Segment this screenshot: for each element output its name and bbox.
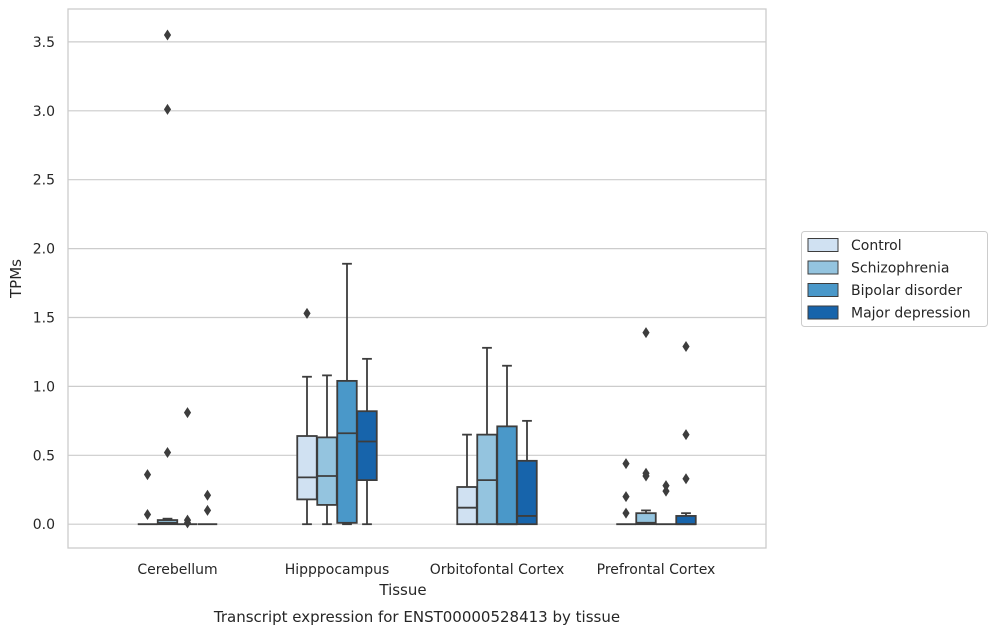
outlier-point — [622, 458, 630, 470]
box-major-depression — [516, 419, 538, 526]
box-major-depression — [197, 489, 218, 526]
outlier-point — [203, 489, 212, 501]
legend-swatch — [807, 260, 839, 275]
box-iqr — [336, 379, 358, 524]
legend: Control Schizophrenia Bipolar disorder Majo… — [801, 231, 988, 327]
box-iqr — [456, 486, 478, 526]
box-bipolar-disorder — [336, 262, 358, 526]
box-schizophrenia — [316, 374, 338, 526]
plot-boxes — [137, 29, 697, 529]
chart-caption: Transcript expression for ENST0000052841… — [213, 608, 620, 626]
x-axis-label: Tissue — [378, 581, 426, 599]
y-axis-label: TPMs — [7, 259, 25, 299]
outlier-point — [303, 307, 311, 319]
outlier-point — [163, 103, 172, 115]
y-tick-label: 1.0 — [33, 379, 55, 395]
gridlines — [68, 41, 766, 525]
legend-label: Bipolar disorder — [851, 283, 962, 299]
box-iqr — [356, 410, 378, 482]
y-tick-label: 0.0 — [33, 517, 55, 533]
legend-swatch — [807, 283, 839, 297]
outlier-point — [163, 29, 172, 41]
outlier-point — [143, 509, 152, 521]
legend-swatch — [807, 238, 839, 252]
y-tick-label: 2.0 — [33, 242, 55, 258]
box-control — [296, 307, 318, 526]
box-control — [456, 433, 478, 526]
outlier-point — [682, 473, 690, 485]
x-axis-ticks: Cerebellum Hipppocampus Orbitofontal Corte… — [137, 562, 715, 578]
outlier-point — [682, 340, 690, 352]
box-bipolar-disorder — [656, 480, 676, 526]
x-tick-label: Hipppocampus — [285, 562, 390, 578]
y-tick-label: 2.5 — [33, 173, 55, 189]
box-major-depression — [356, 357, 378, 526]
legend-label: Major depression — [851, 306, 971, 322]
y-tick-label: 0.5 — [33, 448, 55, 464]
legend-swatch — [807, 305, 839, 320]
y-tick-label: 3.0 — [33, 104, 55, 120]
y-tick-label: 3.5 — [33, 35, 55, 51]
outlier-point — [662, 480, 670, 492]
outlier-point — [203, 504, 212, 516]
box-control — [137, 469, 158, 526]
legend-item: Control — [807, 238, 902, 254]
y-tick-label: 1.5 — [33, 311, 55, 327]
outlier-point — [682, 429, 690, 441]
box-bipolar-disorder — [496, 364, 518, 526]
box-schizophrenia — [156, 29, 179, 526]
legend-item: Schizophrenia — [807, 260, 949, 277]
box-major-depression — [675, 340, 697, 526]
legend-label: Schizophrenia — [851, 261, 949, 277]
plot-frame — [67, 8, 767, 549]
box-iqr — [675, 515, 697, 526]
box-iqr — [296, 435, 318, 501]
outlier-point — [143, 469, 152, 481]
legend-label: Control — [851, 238, 902, 254]
legend-frame — [801, 231, 988, 327]
box-iqr — [516, 459, 538, 526]
outlier-point — [183, 407, 192, 419]
box-schizophrenia — [635, 327, 657, 526]
legend-item: Bipolar disorder — [807, 283, 962, 299]
outlier-point — [662, 485, 670, 497]
box-iqr — [316, 436, 338, 506]
box-control — [616, 458, 636, 526]
x-tick-label: Orbitofontal Cortex — [430, 562, 565, 578]
x-tick-label: Cerebellum — [137, 562, 217, 578]
outlier-point — [183, 517, 192, 529]
y-axis-ticks: 0.0 0.5 1.0 1.5 2.0 2.5 3.0 3.5 — [33, 35, 55, 533]
box-iqr — [635, 512, 657, 526]
box-bipolar-disorder — [177, 407, 198, 529]
box-schizophrenia — [476, 346, 498, 526]
outlier-point — [642, 470, 650, 482]
outlier-point — [622, 491, 630, 503]
box-iqr — [496, 425, 518, 526]
outlier-point — [642, 327, 650, 339]
legend-item: Major depression — [807, 305, 971, 322]
x-tick-label: Prefrontal Cortex — [597, 562, 716, 578]
outlier-point — [163, 447, 172, 459]
outlier-point — [622, 507, 630, 519]
